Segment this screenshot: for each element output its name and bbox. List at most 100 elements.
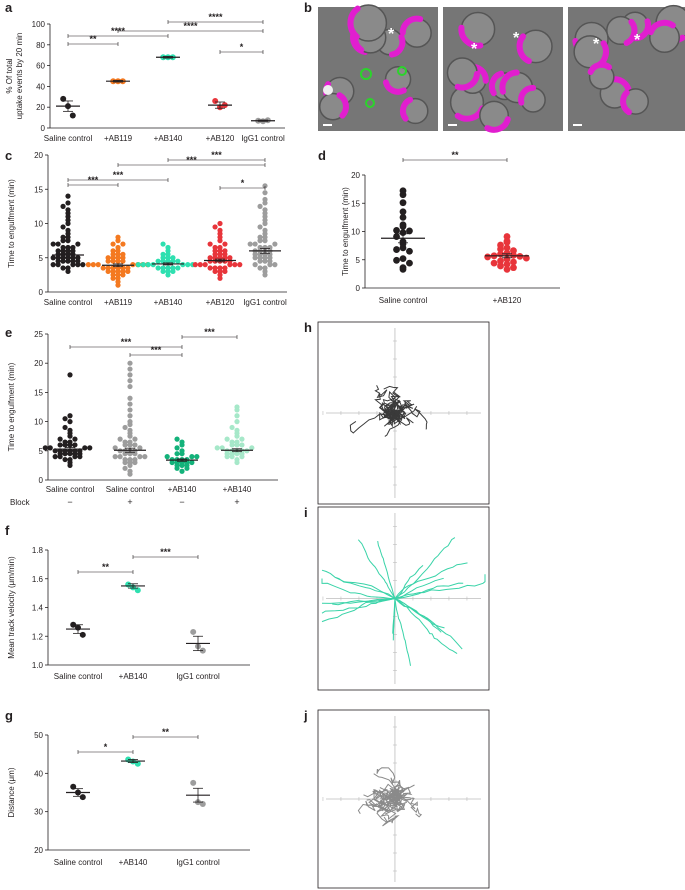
data-point [234,439,240,445]
y-axis-label: Time to engulfment (min) [7,362,16,451]
data-point [503,238,511,246]
x-tick-label: +AB140 [154,134,183,143]
magenta-stain [388,34,406,58]
cell-track [357,539,396,599]
data-point [393,226,400,234]
data-point [62,416,68,422]
x-tick-label: IgG1 control [241,134,285,143]
y-tick-label: 40 [36,82,45,91]
micrograph-1: * [318,4,438,131]
data-point [262,227,268,233]
data-point [393,256,400,264]
data-point [224,436,230,442]
data-point [105,255,111,261]
chart-g: 20 30 40 50 Distance (μm) Saline control +AB14… [7,727,250,867]
data-point [503,244,511,252]
x-tick-label: Saline control [54,858,103,867]
data-point [202,262,208,268]
significance-label: *** [204,327,215,337]
data-point [82,445,88,451]
cell-track [394,565,424,599]
cell-track [394,574,486,599]
data-point [140,262,146,268]
panel-letter-a: a [5,0,13,15]
cell-track [380,798,398,815]
data-point [510,258,517,266]
magenta-stain [454,70,480,91]
y-tick-label: 40 [34,769,43,778]
data-point [90,262,96,268]
data-point [174,445,180,451]
y-tick-label: 5 [356,256,361,265]
data-point [393,233,400,240]
y-tick-label: 60 [36,62,45,71]
data-point [257,244,263,251]
data-point [80,262,86,268]
data-point [272,241,278,247]
track-plot-h [317,321,490,505]
data-point [67,456,73,463]
data-point [75,241,81,247]
chart-e: 0 5 10 15 20 25 Time to engulfment (min) Saline… [7,327,278,507]
data-point [67,439,73,445]
data-point [194,454,200,460]
magenta-stain [647,19,676,36]
cell-track [383,385,401,414]
track-plot-i [317,506,490,691]
data-point [67,419,73,425]
panel-letter-d: d [318,148,326,163]
y-tick-label: 1.6 [32,575,44,584]
cell-track [392,598,396,634]
chart-a: 0 20 40 60 80 100 % Of total uptake events by 2… [5,12,285,143]
data-point [406,227,413,235]
data-point [69,112,76,119]
y-axis-label: % Of total [5,58,14,93]
cell-track [394,598,445,629]
magenta-stain [632,18,652,42]
y-tick-label: 1.8 [32,546,44,555]
data-point [174,451,180,457]
data-point [50,262,56,268]
x-tick-label: +AB120 [206,134,235,143]
data-point [127,401,133,407]
y-tick-label: 1.0 [32,661,44,670]
data-point [127,439,133,445]
y-tick-label: 80 [36,41,45,50]
data-point [234,413,240,419]
x-tick-label: Saline control [44,298,93,307]
y-tick-label: 0 [356,284,361,293]
y-tick-label: 1.2 [32,632,44,641]
block-value: + [127,497,132,507]
data-point [490,259,498,267]
data-point [155,265,161,271]
significance-label: *** [121,337,132,347]
data-point [132,456,138,463]
data-point [503,265,511,273]
data-point [65,193,71,199]
data-point [145,262,151,268]
data-point [179,448,185,454]
x-tick-label: Saline control [54,672,103,681]
data-point [399,213,407,221]
data-point [60,234,66,240]
data-point [127,395,133,401]
cell-track [394,794,423,818]
data-point [127,456,133,463]
y-tick-label: 10 [34,220,43,229]
data-point [132,436,138,442]
data-point [127,360,133,366]
x-tick-label: Saline control [46,485,95,494]
data-point [217,265,223,271]
data-point [262,207,268,213]
cell-track [332,598,396,606]
data-point [127,372,133,378]
y-tick-label: 1.4 [32,604,44,613]
data-point [164,454,170,460]
y-tick-label: 20 [36,103,45,112]
data-point [234,404,240,410]
block-value: − [67,497,72,507]
significance-label: *** [160,547,171,557]
data-point [190,628,197,635]
data-point [399,199,407,207]
